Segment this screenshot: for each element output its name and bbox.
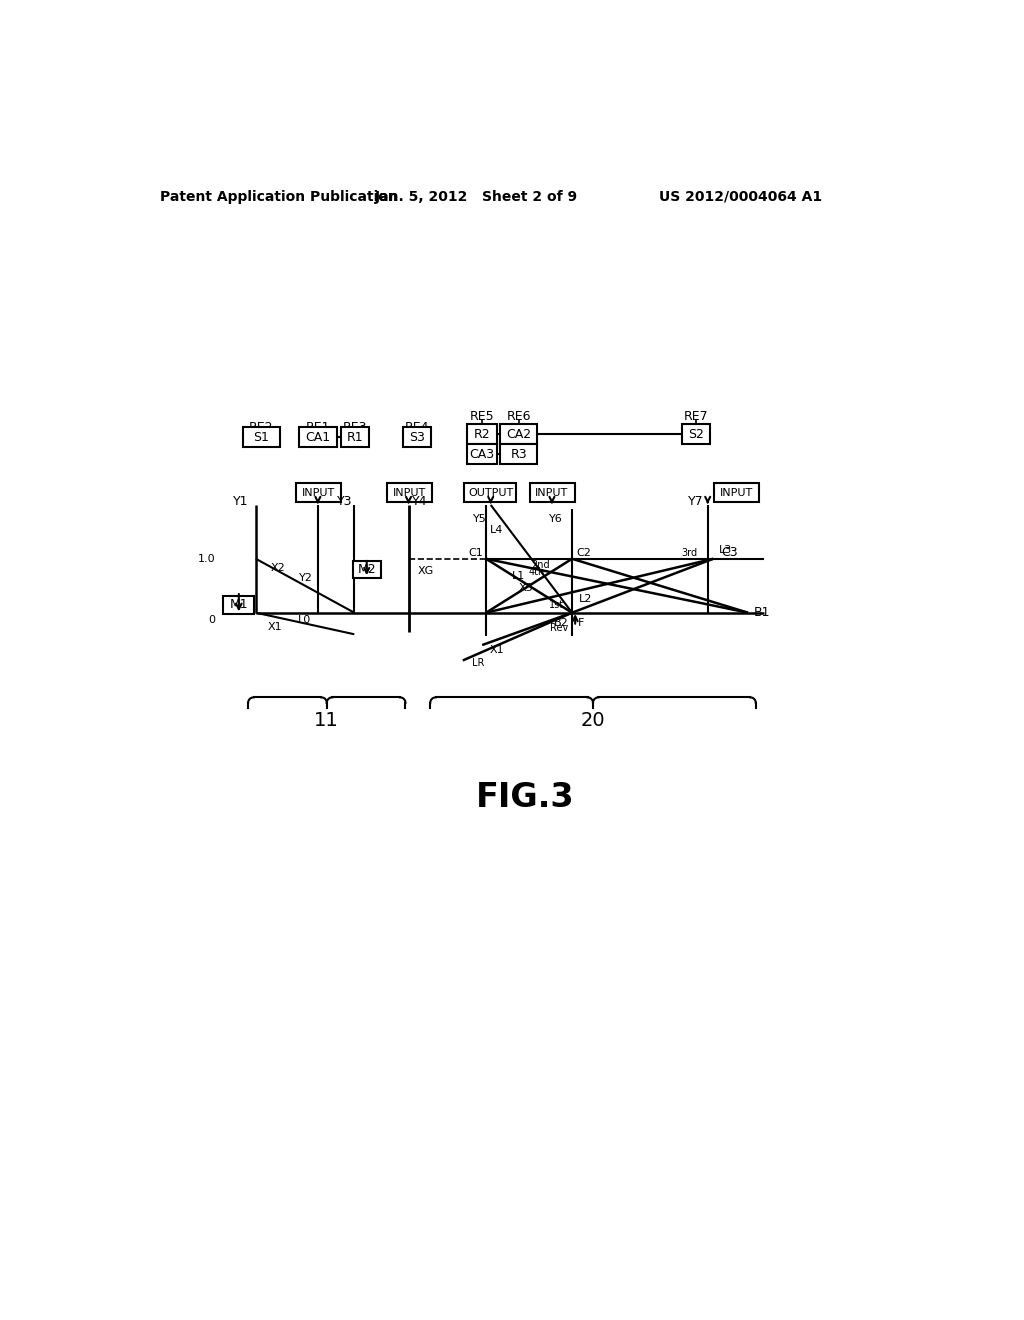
Text: C2: C2 xyxy=(575,548,591,557)
FancyBboxPatch shape xyxy=(714,483,759,502)
Text: Y7: Y7 xyxy=(688,495,703,508)
Text: M2: M2 xyxy=(357,564,376,576)
Text: 0: 0 xyxy=(209,615,216,626)
FancyBboxPatch shape xyxy=(467,424,497,444)
Text: RE3: RE3 xyxy=(343,421,368,434)
Text: Y1: Y1 xyxy=(232,495,248,508)
Text: Rev: Rev xyxy=(550,623,568,634)
Text: Y5: Y5 xyxy=(473,513,486,524)
Text: XG: XG xyxy=(418,566,434,576)
FancyBboxPatch shape xyxy=(500,444,538,465)
Text: S3: S3 xyxy=(410,430,425,444)
FancyBboxPatch shape xyxy=(403,428,431,447)
Text: CA1: CA1 xyxy=(305,430,331,444)
Text: L2: L2 xyxy=(580,594,593,603)
Text: OUTPUT: OUTPUT xyxy=(468,487,513,498)
Text: INPUT: INPUT xyxy=(302,487,335,498)
Text: FIG.3: FIG.3 xyxy=(475,781,574,814)
Text: CA3: CA3 xyxy=(470,447,495,461)
FancyBboxPatch shape xyxy=(243,428,280,447)
Text: 20: 20 xyxy=(581,711,605,730)
Text: RE7: RE7 xyxy=(684,409,709,422)
FancyBboxPatch shape xyxy=(387,483,432,502)
Text: X1: X1 xyxy=(268,622,283,631)
Text: CA2: CA2 xyxy=(506,428,531,441)
Text: 1st: 1st xyxy=(549,601,564,610)
Text: Y3: Y3 xyxy=(337,495,352,508)
FancyBboxPatch shape xyxy=(352,561,381,578)
Text: L3: L3 xyxy=(719,545,732,554)
Text: 4th: 4th xyxy=(528,566,545,577)
FancyBboxPatch shape xyxy=(296,483,341,502)
FancyBboxPatch shape xyxy=(341,428,369,447)
Text: Patent Application Publication: Patent Application Publication xyxy=(160,190,398,203)
Text: S2: S2 xyxy=(688,428,705,441)
Text: INPUT: INPUT xyxy=(392,487,426,498)
FancyBboxPatch shape xyxy=(223,595,254,614)
Text: INPUT: INPUT xyxy=(720,487,753,498)
FancyBboxPatch shape xyxy=(299,428,337,447)
Text: R2: R2 xyxy=(474,428,490,441)
FancyBboxPatch shape xyxy=(530,483,575,502)
Text: US 2012/0004064 A1: US 2012/0004064 A1 xyxy=(658,190,822,203)
Text: R1: R1 xyxy=(347,430,364,444)
Text: INPUT: INPUT xyxy=(536,487,568,498)
Text: X1: X1 xyxy=(489,644,505,655)
Text: Y4: Y4 xyxy=(412,495,427,508)
Text: B2: B2 xyxy=(553,619,568,628)
Text: Jan. 5, 2012   Sheet 2 of 9: Jan. 5, 2012 Sheet 2 of 9 xyxy=(375,190,579,203)
Text: RE6: RE6 xyxy=(506,409,530,422)
Text: 11: 11 xyxy=(314,711,339,730)
Text: C3: C3 xyxy=(721,546,737,560)
Text: X3: X3 xyxy=(519,583,534,593)
Text: R3: R3 xyxy=(510,447,527,461)
Text: Y6: Y6 xyxy=(549,513,562,524)
Text: RE1: RE1 xyxy=(305,421,330,434)
Text: RE2: RE2 xyxy=(249,421,273,434)
Text: S1: S1 xyxy=(253,430,269,444)
FancyBboxPatch shape xyxy=(464,483,515,502)
Text: L1: L1 xyxy=(512,570,525,581)
FancyBboxPatch shape xyxy=(682,424,710,444)
FancyBboxPatch shape xyxy=(500,424,538,444)
Text: X2: X2 xyxy=(270,564,285,573)
Text: B1: B1 xyxy=(755,606,771,619)
Text: L0: L0 xyxy=(298,615,311,626)
Text: RE5: RE5 xyxy=(470,409,495,422)
Text: M1: M1 xyxy=(229,598,248,611)
Text: LR: LR xyxy=(472,657,484,668)
Text: 1.0: 1.0 xyxy=(198,554,216,564)
Text: 2nd: 2nd xyxy=(531,560,550,570)
Text: RE4: RE4 xyxy=(404,421,429,434)
Text: C1: C1 xyxy=(468,548,483,557)
Text: 3rd: 3rd xyxy=(682,548,698,557)
Text: F: F xyxy=(579,619,585,628)
Text: L4: L4 xyxy=(490,524,504,535)
FancyBboxPatch shape xyxy=(467,444,497,465)
Text: Y2: Y2 xyxy=(299,573,312,583)
